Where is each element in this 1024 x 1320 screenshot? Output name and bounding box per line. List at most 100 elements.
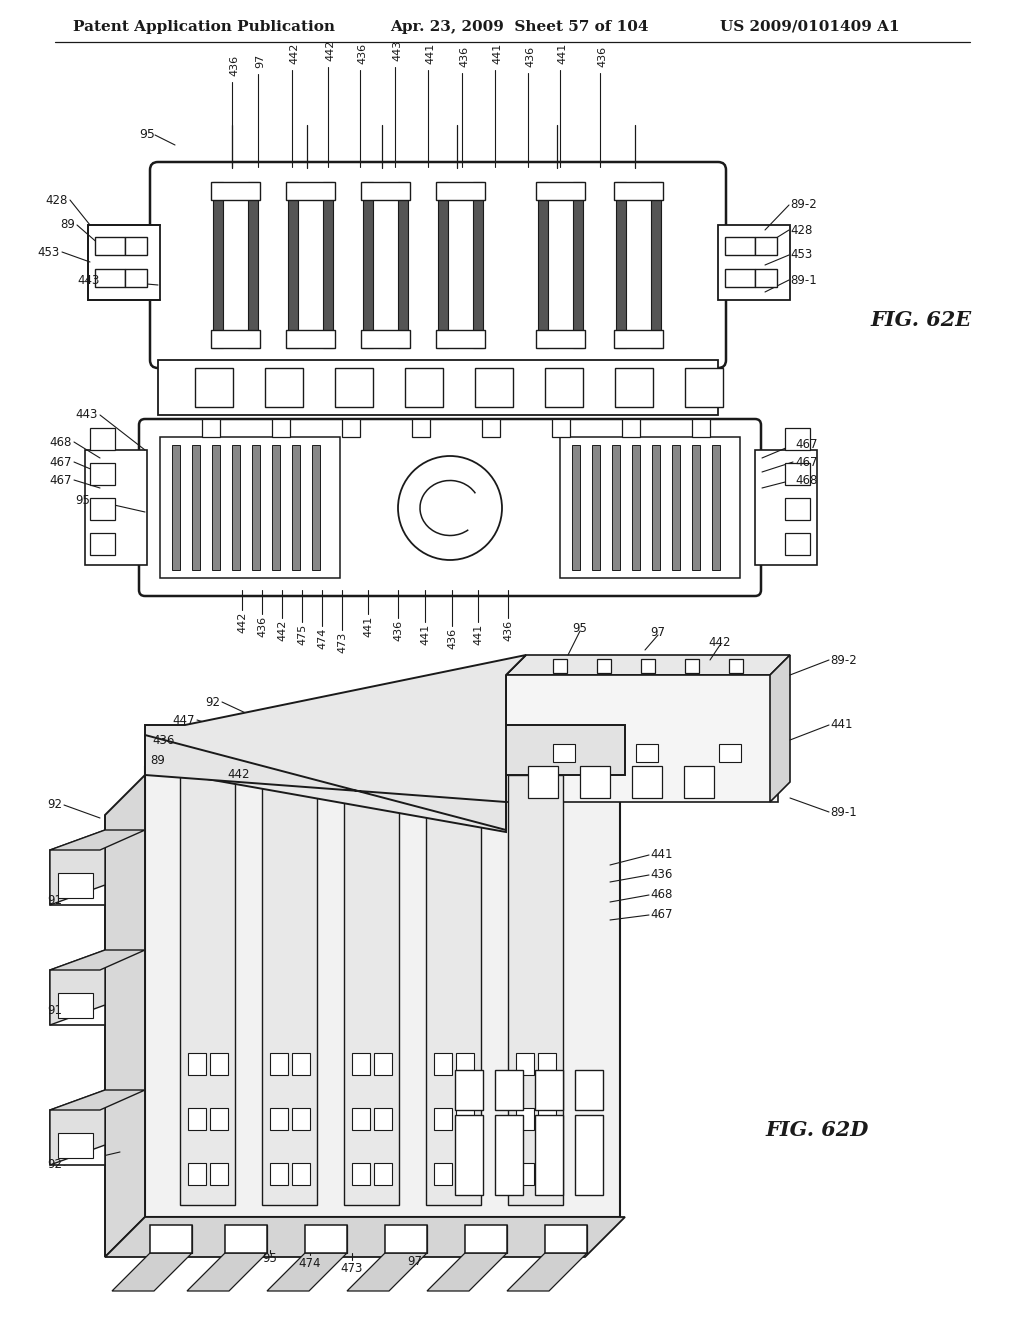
Bar (323, 182, 333, 348)
Bar (785, 463, 810, 484)
Bar (362, 182, 373, 348)
Bar (58, 993, 93, 1018)
Polygon shape (267, 1253, 347, 1291)
Text: US 2009/0101409 A1: US 2009/0101409 A1 (720, 20, 900, 34)
Bar (712, 445, 720, 570)
Bar (536, 182, 585, 201)
Bar (785, 428, 810, 450)
FancyBboxPatch shape (150, 162, 726, 368)
Bar (158, 170, 718, 360)
Bar (482, 418, 500, 437)
Bar (188, 1163, 206, 1185)
Bar (632, 766, 662, 799)
Text: 473: 473 (341, 1262, 364, 1275)
Text: 467: 467 (49, 474, 72, 487)
Text: 89-2: 89-2 (790, 198, 817, 211)
Bar (692, 418, 710, 437)
Text: Patent Application Publication: Patent Application Publication (73, 20, 335, 34)
Text: 442: 442 (237, 612, 247, 634)
Bar (685, 659, 699, 673)
Bar (58, 1133, 93, 1158)
Text: 436: 436 (257, 616, 267, 638)
Text: 453: 453 (38, 246, 60, 259)
Bar (212, 445, 220, 570)
Bar (516, 1163, 534, 1185)
Text: 443: 443 (78, 273, 100, 286)
Polygon shape (50, 1090, 105, 1166)
Polygon shape (347, 1253, 427, 1291)
Text: 436: 436 (229, 55, 239, 77)
Bar (615, 368, 653, 407)
Text: 89: 89 (151, 754, 165, 767)
Bar (622, 418, 640, 437)
Circle shape (398, 455, 502, 560)
Bar (90, 533, 115, 554)
Bar (385, 1225, 427, 1253)
Bar (692, 445, 700, 570)
Bar (456, 1163, 474, 1185)
Bar (455, 1071, 483, 1110)
Bar (473, 182, 483, 348)
Text: 468: 468 (795, 474, 817, 487)
Bar (125, 238, 147, 255)
Bar (516, 1053, 534, 1074)
Bar (535, 1115, 563, 1195)
Text: 95: 95 (262, 1251, 278, 1265)
Text: Apr. 23, 2009  Sheet 57 of 104: Apr. 23, 2009 Sheet 57 of 104 (390, 20, 648, 34)
Text: 91: 91 (47, 894, 62, 907)
Bar (88, 224, 160, 300)
Bar (252, 445, 260, 570)
Bar (270, 1053, 288, 1074)
Bar (538, 182, 548, 348)
Polygon shape (50, 950, 105, 1026)
Text: 474: 474 (299, 1257, 322, 1270)
Text: 473: 473 (337, 632, 347, 653)
Bar (632, 445, 640, 570)
Bar (90, 498, 115, 520)
Text: 443: 443 (392, 40, 402, 61)
Bar (553, 744, 575, 762)
Bar (335, 368, 373, 407)
Bar (292, 1163, 310, 1185)
Bar (210, 1053, 228, 1074)
Polygon shape (50, 830, 145, 850)
Bar (685, 368, 723, 407)
Bar (292, 1053, 310, 1074)
Text: 428: 428 (46, 194, 68, 206)
Text: 441: 441 (830, 718, 853, 731)
Text: 436: 436 (459, 46, 469, 67)
Bar (684, 766, 714, 799)
Bar (352, 1107, 370, 1130)
Bar (180, 775, 234, 1205)
Bar (545, 1225, 587, 1253)
Bar (210, 1107, 228, 1130)
Bar (188, 1107, 206, 1130)
Bar (785, 533, 810, 554)
FancyBboxPatch shape (139, 418, 761, 597)
Bar (374, 1053, 392, 1074)
Polygon shape (507, 1253, 587, 1291)
Text: 436: 436 (597, 46, 607, 67)
Bar (535, 1071, 563, 1110)
Bar (270, 1163, 288, 1185)
Polygon shape (187, 1253, 267, 1291)
Polygon shape (145, 655, 526, 832)
Bar (352, 1053, 370, 1074)
Bar (438, 182, 449, 348)
Bar (725, 269, 755, 286)
Text: 441: 441 (557, 42, 567, 63)
Text: 467: 467 (795, 455, 817, 469)
Text: 97: 97 (255, 54, 265, 69)
Bar (426, 775, 481, 1205)
Bar (125, 269, 147, 286)
Bar (495, 1071, 523, 1110)
Bar (211, 182, 260, 201)
Bar (552, 418, 570, 437)
Bar (614, 182, 663, 201)
Text: 442: 442 (227, 768, 250, 781)
Bar (538, 1107, 556, 1130)
Text: 436: 436 (503, 620, 513, 642)
Bar (456, 1053, 474, 1074)
Bar (232, 445, 240, 570)
Text: 436: 436 (357, 42, 367, 63)
